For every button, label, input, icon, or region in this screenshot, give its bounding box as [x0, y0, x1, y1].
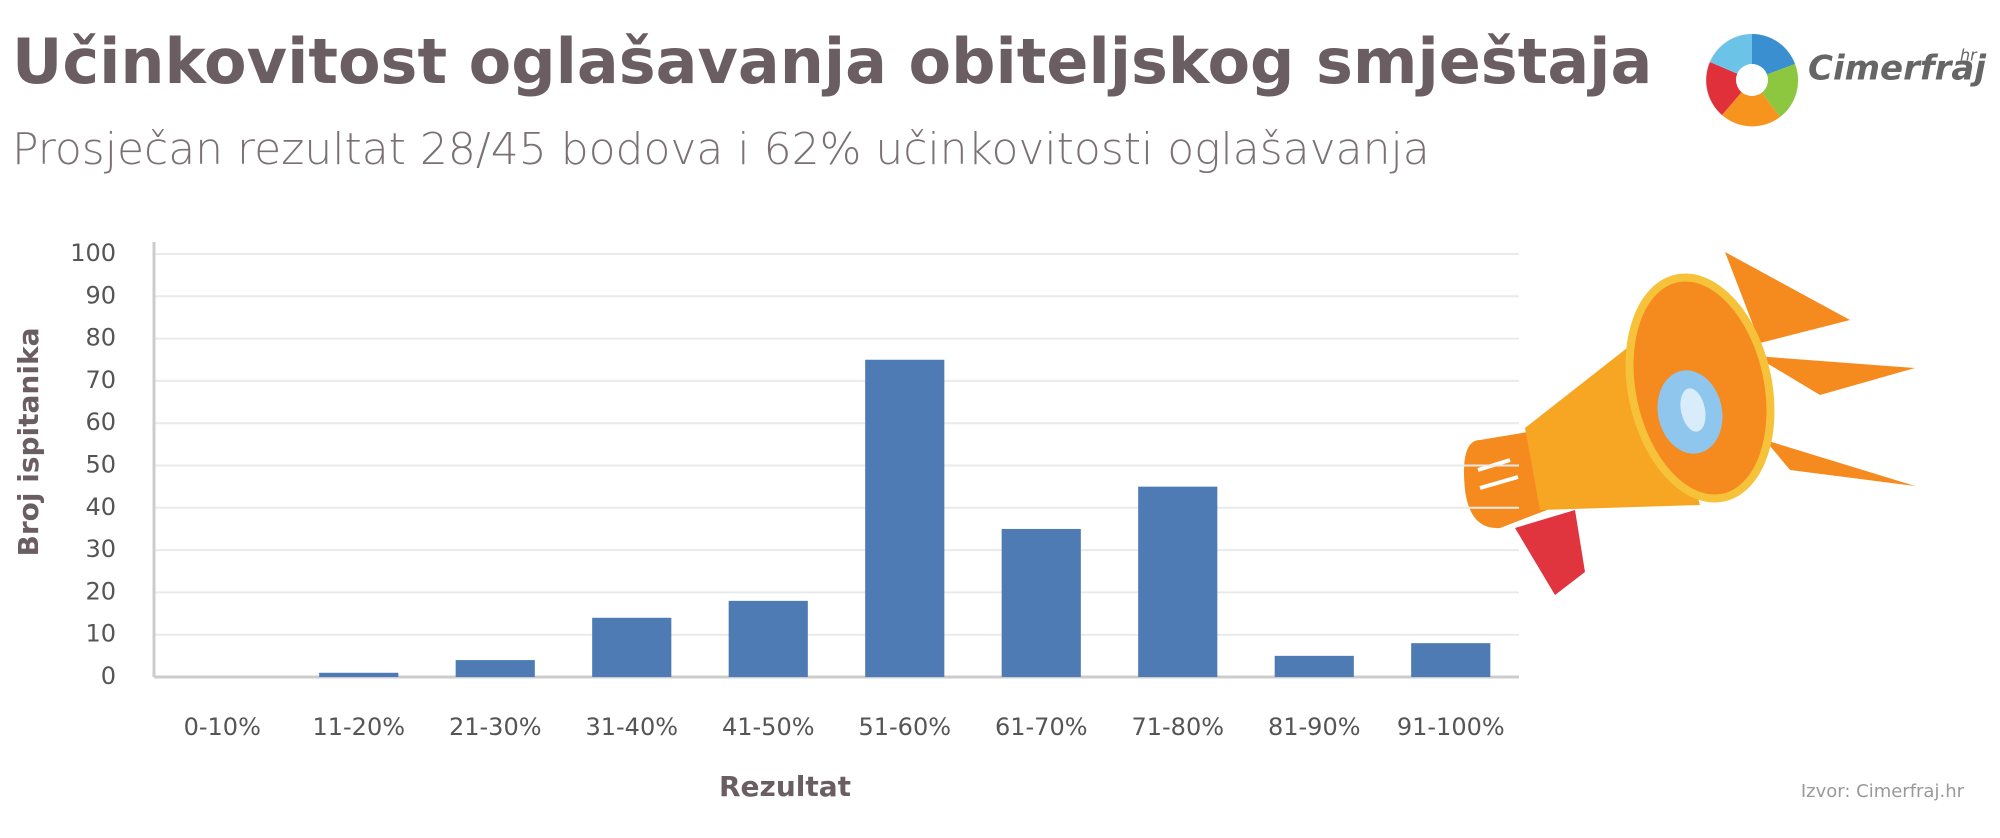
- y-tick-label: 90: [85, 281, 116, 309]
- x-tick-label: 0-10%: [184, 713, 261, 741]
- logo-text: Cimerfraj: [1808, 49, 1987, 89]
- y-tick-label: 40: [85, 493, 116, 521]
- logo-suffix: hr: [1960, 46, 1978, 65]
- source: Izvor: Cimerfraj.hr: [1801, 781, 1965, 802]
- x-tick-label: 51-60%: [858, 713, 951, 741]
- x-tick-label: 31-40%: [585, 713, 678, 741]
- x-tick-label: 91-100%: [1397, 713, 1505, 741]
- bar: [728, 600, 808, 677]
- bar: [319, 672, 399, 677]
- bar: [1001, 528, 1081, 677]
- bar: [455, 660, 535, 677]
- y-tick-label: 80: [85, 324, 116, 352]
- bar: [1138, 486, 1218, 677]
- y-tick-label: 100: [70, 239, 116, 267]
- y-axis-title: Broj ispitanika: [12, 328, 45, 557]
- bar: [1274, 655, 1354, 677]
- y-tick-label: 30: [85, 535, 116, 563]
- x-tick-label: 21-30%: [449, 713, 542, 741]
- y-tick-label: 20: [85, 577, 116, 605]
- x-tick-label: 11-20%: [312, 713, 405, 741]
- x-tick-label: 81-90%: [1268, 713, 1361, 741]
- x-tick-label: 61-70%: [995, 713, 1088, 741]
- x-axis-title: Rezultat: [719, 770, 851, 803]
- bar: [592, 617, 672, 677]
- logo: Cimerfraj hr: [1705, 33, 1987, 127]
- y-tick-label: 0: [101, 662, 116, 690]
- y-tick-label: 10: [85, 620, 116, 648]
- x-tick-label: 71-80%: [1131, 713, 1224, 741]
- y-tick-label: 50: [85, 451, 116, 479]
- chart-title: Učinkovitost oglašavanja obiteljskog smj…: [12, 25, 1652, 98]
- y-tick-label: 70: [85, 366, 116, 394]
- x-tick-label: 41-50%: [722, 713, 815, 741]
- bar: [1411, 643, 1491, 677]
- chart-subtitle: Prosječan rezultat 28/45 bodova i 62% uč…: [12, 124, 1430, 175]
- bar: [865, 359, 945, 677]
- megaphone-illustration: [1464, 252, 1915, 595]
- y-tick-label: 60: [85, 408, 116, 436]
